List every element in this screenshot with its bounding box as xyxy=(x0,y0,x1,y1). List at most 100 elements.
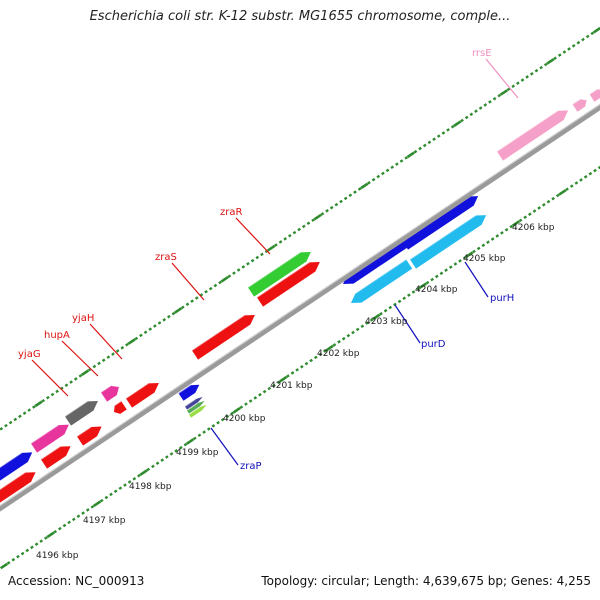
outer-tick xyxy=(125,342,129,347)
outer-tick xyxy=(399,159,404,163)
gene-features xyxy=(0,88,600,503)
gene-label-zraP[interactable]: zraP xyxy=(240,461,262,472)
inner-tick xyxy=(34,542,39,546)
inner-tick xyxy=(169,452,174,456)
gene-purH-blue xyxy=(401,196,479,250)
outer-tick xyxy=(46,395,50,400)
inner-tick xyxy=(511,220,520,227)
inner-tick xyxy=(444,268,448,272)
inner-tick xyxy=(267,386,272,391)
inner-tick xyxy=(323,349,327,353)
outer-tick xyxy=(167,314,171,319)
gene-rrsE-small xyxy=(572,99,587,112)
outer-tick xyxy=(534,68,539,73)
outer-tick xyxy=(301,224,306,229)
gene-zraR-red-shade xyxy=(256,261,310,299)
gene-red-d xyxy=(114,401,127,414)
outer-tick xyxy=(64,383,69,387)
scale-tick-4196: 4196 kbp xyxy=(36,551,79,561)
inner-tick xyxy=(430,277,434,282)
gene-blue-left-shade xyxy=(0,452,23,469)
gene-label-rrsE[interactable]: rrsE xyxy=(472,48,492,59)
gene-label-purH[interactable]: purH xyxy=(490,293,514,304)
leader-zraR xyxy=(235,217,271,255)
inner-tick xyxy=(500,231,504,235)
inner-tick xyxy=(30,545,34,550)
outer-tick xyxy=(250,258,255,263)
gene-label-zraR[interactable]: zraR xyxy=(220,207,242,218)
outer-tick xyxy=(153,324,157,328)
gene-label-purD[interactable]: purD xyxy=(421,339,446,350)
gene-purD xyxy=(351,259,413,303)
outer-tick xyxy=(453,120,462,127)
inner-tick xyxy=(555,193,560,198)
outer-tick xyxy=(50,392,55,397)
inner-tick xyxy=(113,489,118,494)
scale-tick-4201: 4201 kbp xyxy=(270,381,313,391)
inner-tick xyxy=(244,402,248,406)
gene-label-hupA[interactable]: hupA xyxy=(44,330,70,341)
inner-tick xyxy=(593,168,597,173)
map-title: Escherichia coli str. K-12 substr. MG165… xyxy=(89,9,511,24)
outer-tick xyxy=(220,276,229,283)
gene-yjaG-gray xyxy=(64,400,98,426)
outer-tick xyxy=(390,165,395,170)
gene-zraP-a-shade xyxy=(184,398,197,407)
outer-tick xyxy=(348,193,353,198)
outer-tick xyxy=(143,330,148,335)
inner-tick xyxy=(504,227,509,232)
outer-tick xyxy=(194,296,199,300)
outer-tick xyxy=(436,134,441,138)
inner-tick xyxy=(239,405,244,409)
gene-label-zraS[interactable]: zraS xyxy=(155,252,177,263)
outer-tick xyxy=(213,283,218,288)
inner-tick xyxy=(202,430,206,434)
outer-tick-track xyxy=(0,26,600,431)
gene-label-yjaG[interactable]: yjaG xyxy=(18,349,41,360)
inner-tick xyxy=(11,557,16,562)
inner-tick xyxy=(272,383,276,388)
inner-tick xyxy=(118,486,123,490)
outer-tick xyxy=(139,333,143,338)
inner-tick xyxy=(332,343,337,347)
inner-tick xyxy=(579,178,583,182)
inner-tick xyxy=(139,469,148,476)
outer-tick xyxy=(246,261,250,266)
outer-tick xyxy=(460,118,464,123)
inner-tick xyxy=(25,548,30,553)
gene-rrsE-tail-shade xyxy=(589,88,598,95)
outer-tick xyxy=(120,346,125,350)
inner-tick xyxy=(458,259,462,263)
gene-zraR-shade xyxy=(247,251,301,289)
outer-tick xyxy=(148,327,153,331)
inner-tick xyxy=(295,368,300,372)
inner-tick xyxy=(402,296,407,301)
inner-tick xyxy=(211,424,216,428)
gene-yjaH-shade xyxy=(100,385,112,394)
inner-tick xyxy=(565,187,569,192)
outer-tick xyxy=(13,417,18,422)
outer-tick xyxy=(0,426,4,431)
gene-zraS-shade xyxy=(191,314,245,352)
inner-tick xyxy=(383,308,388,313)
outer-tick xyxy=(520,78,525,82)
outer-tick xyxy=(516,81,520,85)
inner-tick xyxy=(588,171,593,176)
outer-tick xyxy=(4,423,8,428)
outer-tick xyxy=(360,182,369,190)
inner-tick xyxy=(558,189,567,196)
outer-tick xyxy=(385,168,390,173)
outer-tick xyxy=(18,414,22,419)
inner-tick xyxy=(155,461,160,466)
outer-tick xyxy=(111,352,115,356)
gene-zraP-blue-shade xyxy=(178,384,191,394)
inner-tick xyxy=(369,318,374,322)
outer-tick xyxy=(427,140,432,145)
inner-tick xyxy=(351,330,355,335)
gene-label-yjaH[interactable]: yjaH xyxy=(72,313,94,324)
outer-tick xyxy=(311,218,315,222)
scale-tick-4204: 4204 kbp xyxy=(415,285,458,295)
inner-tick xyxy=(0,562,9,570)
inner-tick xyxy=(365,321,369,325)
gene-rrsE-shade xyxy=(496,110,559,153)
